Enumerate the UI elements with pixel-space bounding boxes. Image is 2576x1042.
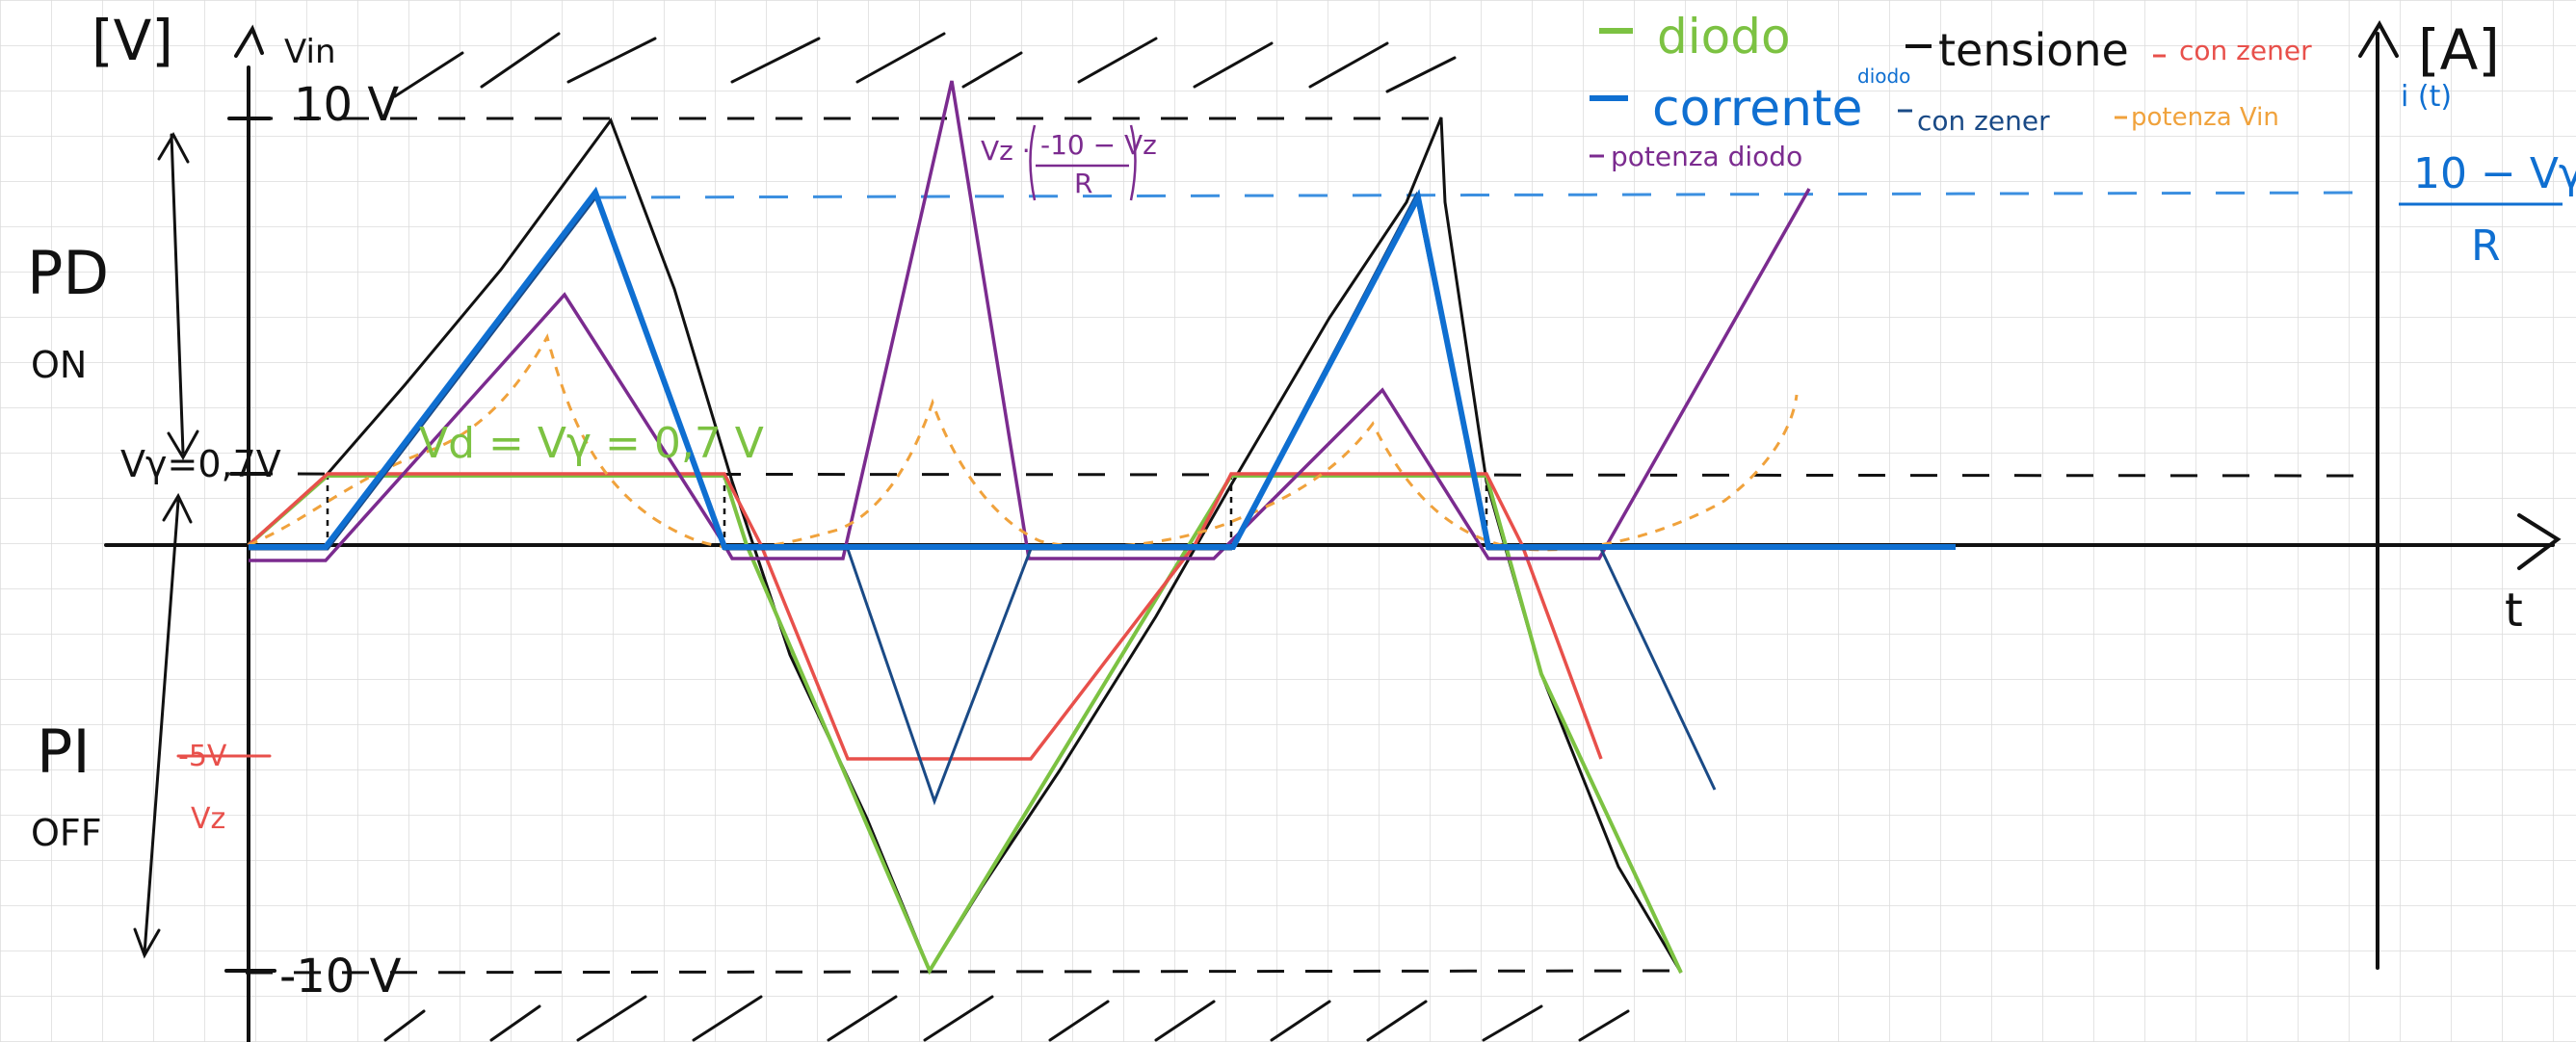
current-den: R bbox=[2471, 221, 2501, 271]
axes bbox=[104, 19, 2562, 1042]
diode-power-curve bbox=[249, 80, 1811, 562]
level-minus10v-label: -10 V bbox=[279, 950, 402, 1003]
time-axis-label: t bbox=[2505, 584, 2523, 638]
power-peak-prefix: Vz · bbox=[981, 135, 1031, 167]
zener-voltage-curve bbox=[247, 472, 1603, 761]
input-voltage-curve bbox=[247, 117, 1683, 975]
labels: [V] Vin 10 V -10 V Vγ=0,7V PD ON PI OFF … bbox=[27, 8, 2523, 1003]
diode-voltage-curve bbox=[247, 474, 1683, 976]
region-pd-label: PD bbox=[27, 238, 109, 308]
legend-potenza-vin: potenza Vin bbox=[2131, 103, 2279, 132]
vz-level-label: -5V bbox=[178, 740, 227, 773]
legend-tensione: tensione bbox=[1938, 24, 2129, 76]
level-10v-label: 10 V bbox=[294, 78, 399, 132]
hatch-top bbox=[393, 32, 1457, 98]
left-unit-label: [V] bbox=[92, 8, 173, 73]
time-axis-arrow bbox=[2517, 513, 2562, 570]
current-level-formula: 10 − Vγ R bbox=[2399, 149, 2576, 271]
vd-equation: Vd = Vγ = 0,7 V bbox=[419, 419, 764, 468]
voltage-axis-arrow bbox=[234, 24, 264, 58]
power-peak-formula: Vz · -10 − Vz R bbox=[981, 124, 1157, 201]
region-arrows bbox=[133, 131, 272, 959]
right-sublabel: i (t) bbox=[2401, 80, 2452, 114]
legend: diodo tensione con zener corrente diodo … bbox=[1590, 9, 2312, 172]
right-unit-label: [A] bbox=[2418, 17, 2500, 83]
region-pi-label: PI bbox=[37, 716, 91, 787]
current-num: 10 − Vγ bbox=[2413, 149, 2576, 198]
diode-current-curve bbox=[249, 186, 1956, 550]
legend-diodo: diodo bbox=[1657, 9, 1791, 65]
vgamma-label: Vγ=0,7V bbox=[120, 443, 281, 485]
vin-label: Vin bbox=[284, 33, 336, 71]
legend-con-zener-blue: con zener bbox=[1917, 105, 2050, 137]
vz-name-label: Vz bbox=[191, 802, 225, 836]
power-peak-num: -10 − Vz bbox=[1040, 129, 1157, 161]
legend-con-zener-red: con zener bbox=[2179, 35, 2312, 66]
region-on-label: ON bbox=[31, 344, 87, 386]
power-peak-den: R bbox=[1074, 168, 1092, 199]
region-off-label: OFF bbox=[31, 812, 102, 854]
current-axis-arrow bbox=[2358, 19, 2399, 58]
legend-corrente-sup: diodo bbox=[1857, 65, 1910, 88]
hatch-bottom bbox=[383, 995, 1630, 1042]
legend-potenza-diodo: potenza diodo bbox=[1611, 141, 1802, 172]
level-current-dashed bbox=[596, 191, 2371, 199]
legend-corrente: corrente bbox=[1652, 80, 1862, 138]
